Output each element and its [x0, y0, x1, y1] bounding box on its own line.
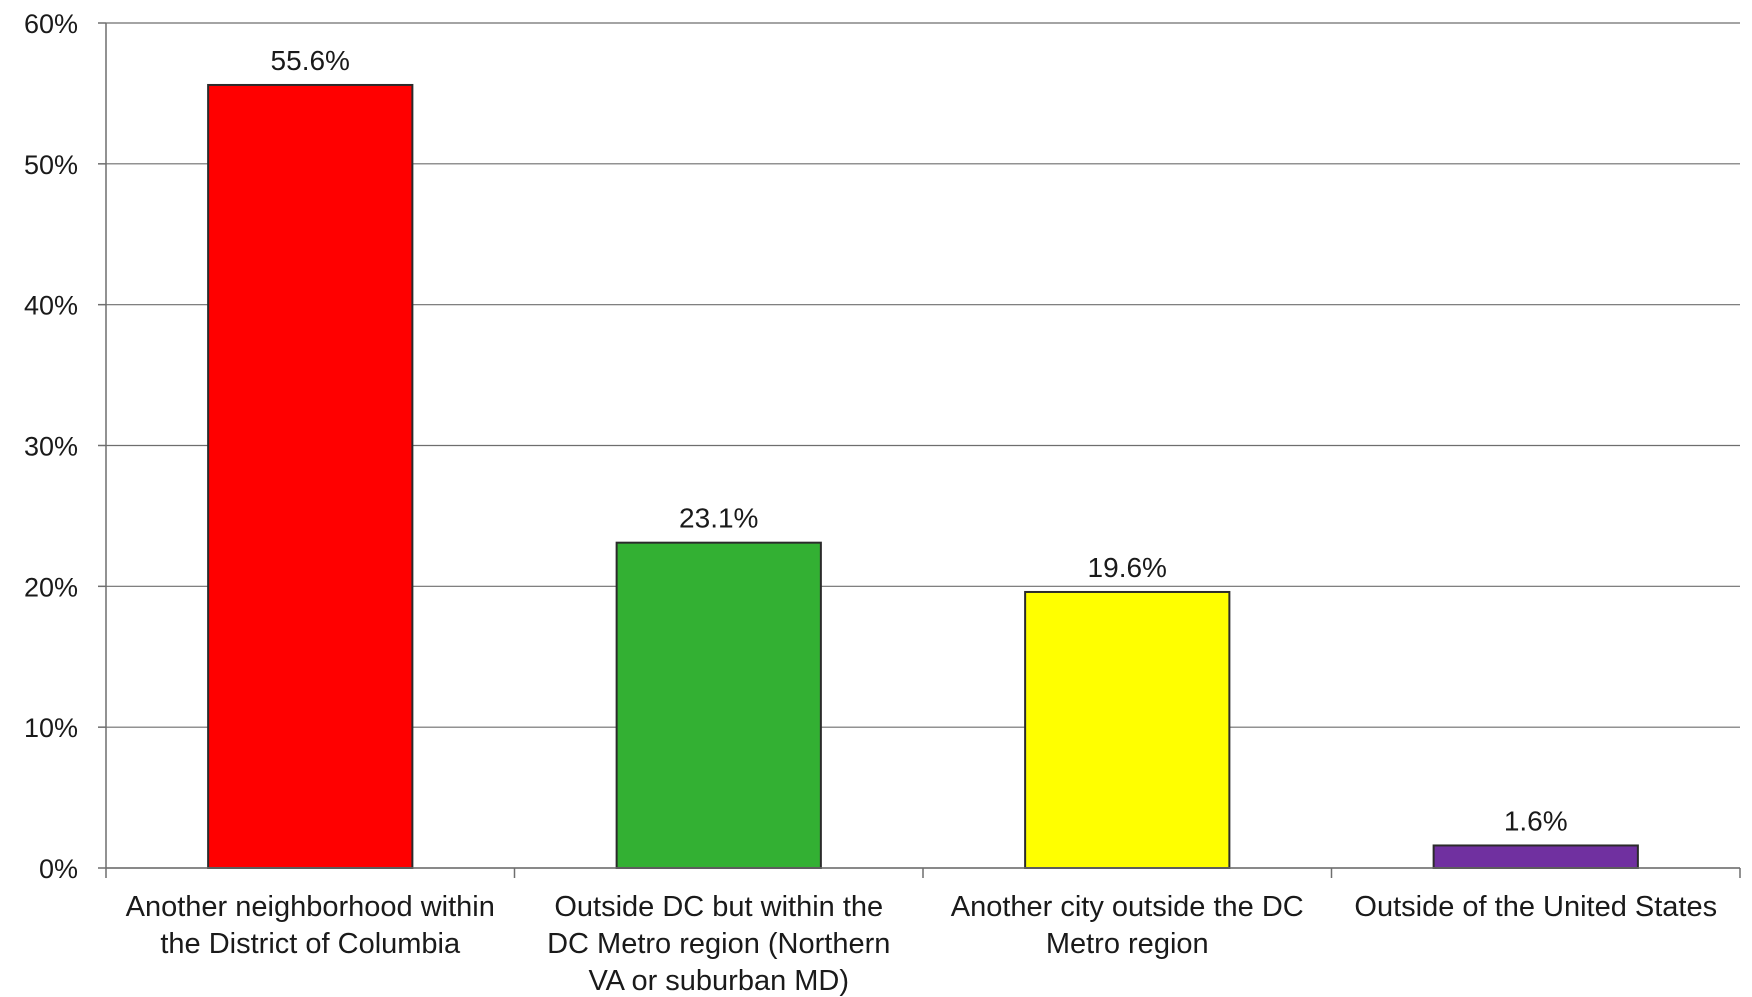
y-tick-label: 10%	[24, 713, 78, 743]
y-axis-ticks: 0% 10% 20% 30% 40% 50% 60%	[24, 9, 106, 884]
data-label: 23.1%	[679, 503, 758, 534]
y-tick-label: 50%	[24, 150, 78, 180]
x-category-label: Another city outside the DC	[951, 891, 1304, 923]
y-tick-label: 20%	[24, 572, 78, 602]
category-labels: Another neighborhood within the District …	[126, 891, 1717, 997]
y-tick-label: 40%	[24, 291, 78, 321]
x-category-label: the District of Columbia	[160, 928, 461, 960]
bar-2	[615, 541, 822, 869]
data-label: 19.6%	[1088, 552, 1167, 583]
bars	[207, 83, 1639, 870]
bar-3	[1024, 590, 1231, 869]
x-category-label: Metro region	[1046, 928, 1209, 960]
bar-4	[1432, 844, 1639, 870]
data-label: 1.6%	[1504, 805, 1568, 836]
y-tick-label: 30%	[24, 432, 78, 462]
bar-1	[207, 83, 414, 869]
x-category-label: DC Metro region (Northern	[547, 928, 890, 960]
x-category-label: Outside DC but within the	[554, 891, 883, 923]
y-tick-label: 0%	[39, 854, 78, 884]
data-label: 55.6%	[271, 45, 350, 76]
x-category-label: Outside of the United States	[1354, 891, 1717, 923]
x-category-label: Another neighborhood within	[126, 891, 495, 923]
x-category-label: VA or suburban MD)	[588, 965, 849, 997]
y-tick-label: 60%	[24, 9, 78, 39]
data-labels: 55.6% 23.1% 19.6% 1.6%	[271, 45, 1568, 837]
x-axis	[105, 23, 1741, 878]
